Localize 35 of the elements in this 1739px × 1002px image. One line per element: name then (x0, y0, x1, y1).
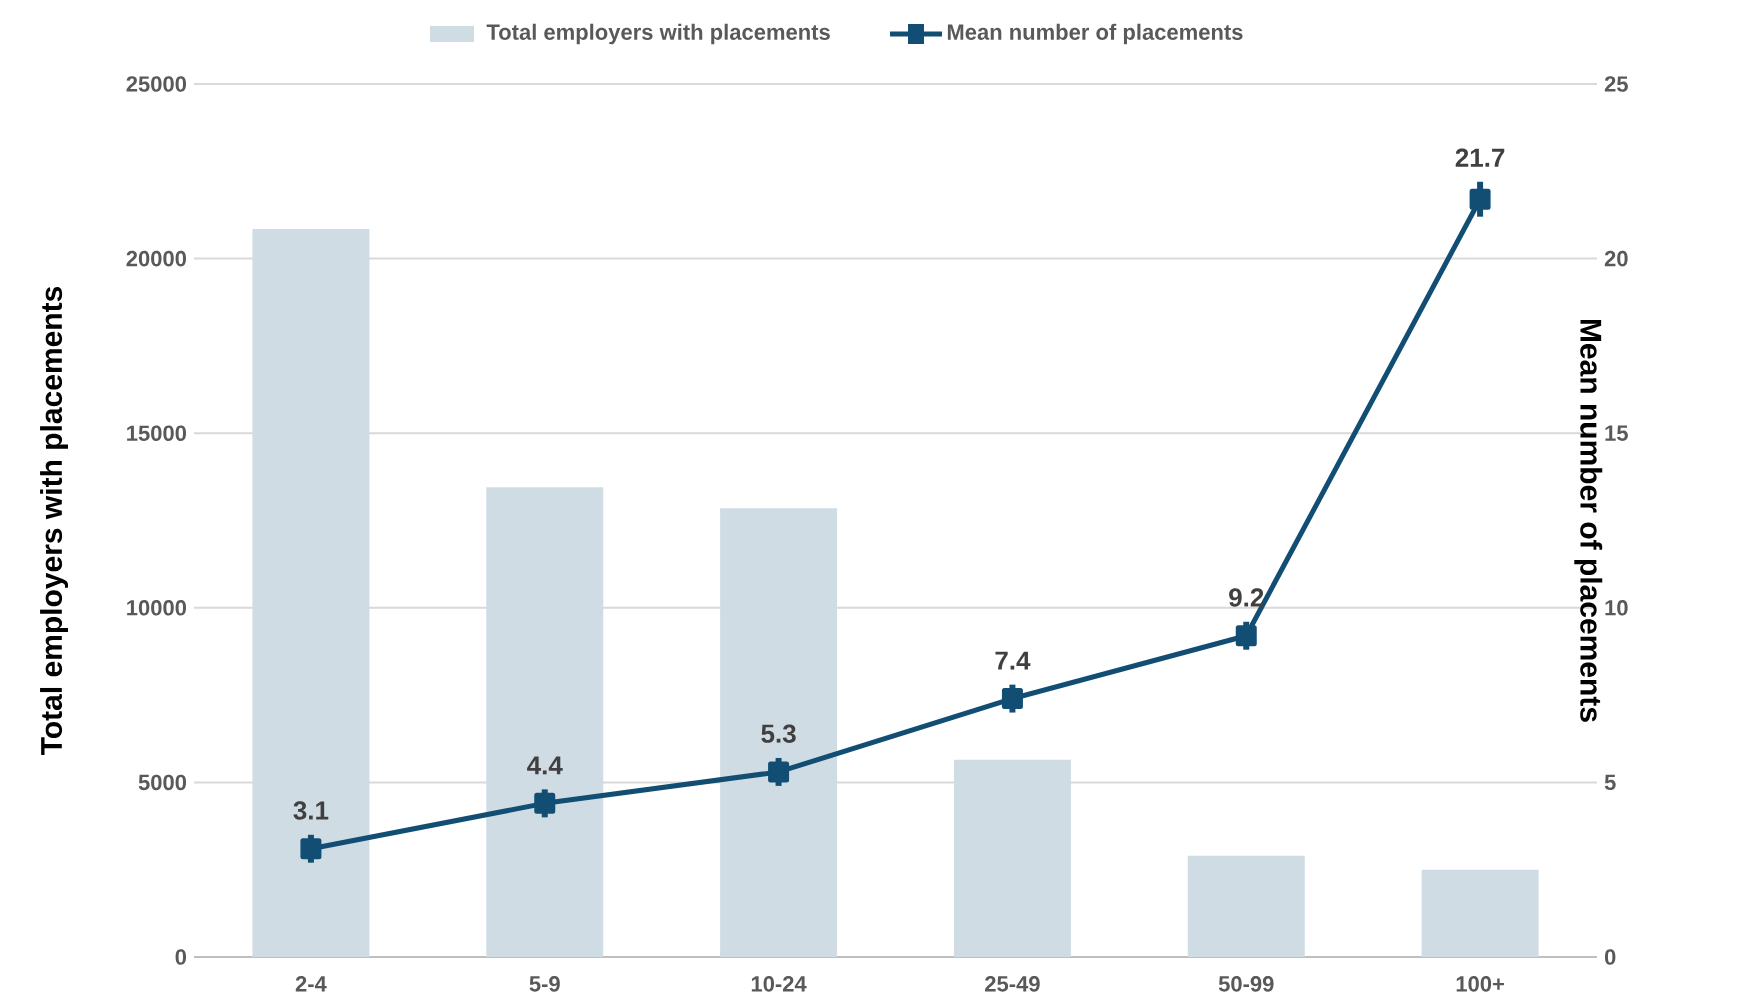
y-tick-label: 0 (175, 949, 187, 965)
x-tick-label: 10-24 (751, 976, 807, 992)
y2-tick-label: 15 (1605, 425, 1628, 441)
legend-label: Total employers with placements (486, 23, 830, 45)
y2-axis-title: Mean number of placements (1574, 319, 1603, 722)
y2-tick-label: 10 (1605, 600, 1628, 616)
bar (1421, 869, 1539, 957)
point (768, 761, 790, 783)
point (534, 792, 556, 814)
y-tick-label: 5000 (138, 774, 187, 791)
data-label: 4.4 (527, 756, 563, 775)
y2-tick-label: 20 (1604, 250, 1628, 267)
point (1469, 188, 1491, 210)
y-tick-label: 10000 (127, 600, 187, 616)
data-label: 5.3 (761, 724, 796, 743)
legend-label: Mean number of placements (947, 23, 1243, 45)
x-tick-label: 2-4 (295, 976, 327, 992)
data-label: 7.4 (995, 651, 1031, 670)
y2-tick-label: 0 (1604, 949, 1616, 965)
x-tick-label: 5-9 (529, 976, 560, 992)
point (1001, 688, 1023, 710)
data-label: 21.7 (1455, 148, 1505, 167)
y-tick-label: 20000 (126, 250, 187, 267)
x-tick-label: 25-49 (985, 976, 1040, 992)
y-tick-label: 25000 (126, 76, 187, 92)
y2-tick-label: 25 (1604, 76, 1628, 92)
data-label: 9.2 (1229, 588, 1264, 607)
y-axis-title: Total employers with placements (40, 286, 69, 755)
bar (1187, 855, 1305, 957)
x-tick-label: 100+ (1456, 976, 1504, 992)
data-label: 3.1 (293, 801, 329, 820)
y-tick-label: 15000 (127, 425, 187, 441)
y2-tick-label: 5 (1604, 774, 1616, 791)
point (1235, 625, 1257, 647)
x-tick-label: 50-99 (1218, 976, 1274, 992)
